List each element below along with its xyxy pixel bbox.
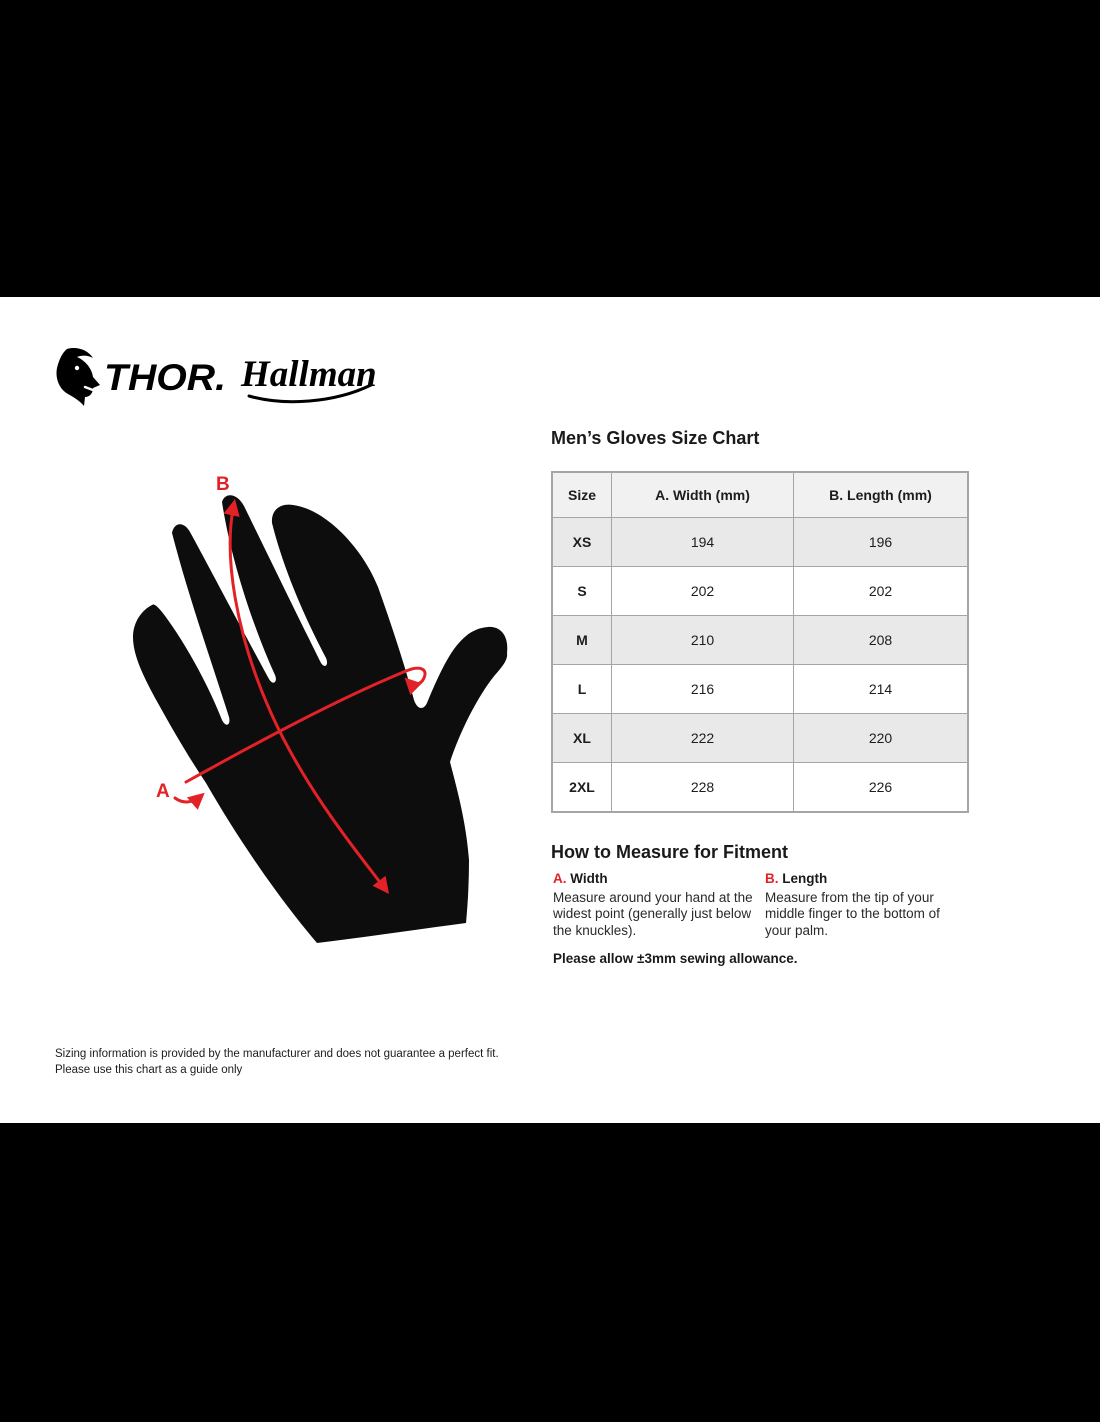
width-cell: 216 <box>611 664 794 714</box>
brand-logos: THOR. Hallman <box>55 347 384 407</box>
measure-item-heading: A. Width <box>553 871 756 886</box>
table-row: 2XL 228 226 <box>551 762 969 813</box>
table-row: L 216 214 <box>551 664 969 714</box>
how-to-measure-title: How to Measure for Fitment <box>551 842 789 862</box>
table-row: XL 222 220 <box>551 713 969 763</box>
goat-head-icon <box>56 348 100 406</box>
width-cell: 210 <box>611 615 794 665</box>
label-a: A <box>156 781 170 802</box>
hand-diagram: B A <box>133 474 508 943</box>
length-measure-arrow <box>223 499 389 894</box>
footnote-line1: Sizing information is provided by the ma… <box>55 1048 499 1060</box>
width-cell: 194 <box>611 517 794 567</box>
width-cell: 228 <box>611 762 794 813</box>
measure-text: Measure from the tip of your middle fing… <box>765 890 940 938</box>
column-header-size: Size <box>551 471 612 518</box>
size-chart-table: Size A. Width (mm) B. Length (mm) XS 194… <box>551 471 969 813</box>
table-row: S 202 202 <box>551 566 969 616</box>
hand-silhouette <box>133 495 508 943</box>
top-black-bar <box>0 0 1100 297</box>
length-cell: 220 <box>793 713 969 763</box>
length-cell: 226 <box>793 762 969 813</box>
measure-item-heading: B. Length <box>765 871 968 886</box>
measure-prefix: A. <box>553 871 567 886</box>
table-row: M 210 208 <box>551 615 969 665</box>
content-area: THOR. Hallman B A Men’s Gloves Size Char… <box>0 297 1100 1123</box>
size-cell: 2XL <box>551 762 612 813</box>
bottom-black-bar <box>0 1123 1100 1422</box>
length-cell: 202 <box>793 566 969 616</box>
disclaimer-footnote: Sizing information is provided by the ma… <box>55 1047 499 1078</box>
length-cell: 196 <box>793 517 969 567</box>
measure-prefix: B. <box>765 871 779 886</box>
thor-logo: THOR. <box>55 347 226 407</box>
label-b: B <box>216 474 230 495</box>
footnote-line2: Please use this chart as a guide only <box>55 1063 243 1076</box>
measure-label: Length <box>782 871 828 886</box>
size-cell: M <box>551 615 612 665</box>
width-measure-arrow <box>184 666 427 784</box>
size-cell: S <box>551 566 612 616</box>
length-cell: 214 <box>793 664 969 714</box>
measure-item-length: B. Length Measure from the tip of your m… <box>765 871 968 939</box>
measure-item-width: A. Width Measure around your hand at the… <box>553 871 756 939</box>
sewing-allowance-note: Please allow ±3mm sewing allowance. <box>553 951 798 966</box>
column-header-length: B. Length (mm) <box>793 471 969 518</box>
hallman-wordmark: Hallman <box>240 354 377 395</box>
size-cell: L <box>551 664 612 714</box>
size-chart-title: Men’s Gloves Size Chart <box>551 428 760 448</box>
measure-text: Measure around your hand at the widest p… <box>553 890 753 938</box>
column-header-width: A. Width (mm) <box>611 471 794 518</box>
width-cell: 222 <box>611 713 794 763</box>
length-cell: 208 <box>793 615 969 665</box>
header-row: Size A. Width (mm) B. Length (mm) <box>551 471 969 518</box>
hallman-logo: Hallman <box>240 354 377 404</box>
width-label-arrow <box>173 792 205 810</box>
size-cell: XS <box>551 517 612 567</box>
measure-label: Width <box>570 871 608 886</box>
size-cell: XL <box>551 713 612 763</box>
measure-instructions: A. Width Measure around your hand at the… <box>553 871 973 939</box>
table-row: XS 194 196 <box>551 517 969 567</box>
width-cell: 202 <box>611 566 794 616</box>
thor-wordmark: THOR. <box>104 356 227 398</box>
